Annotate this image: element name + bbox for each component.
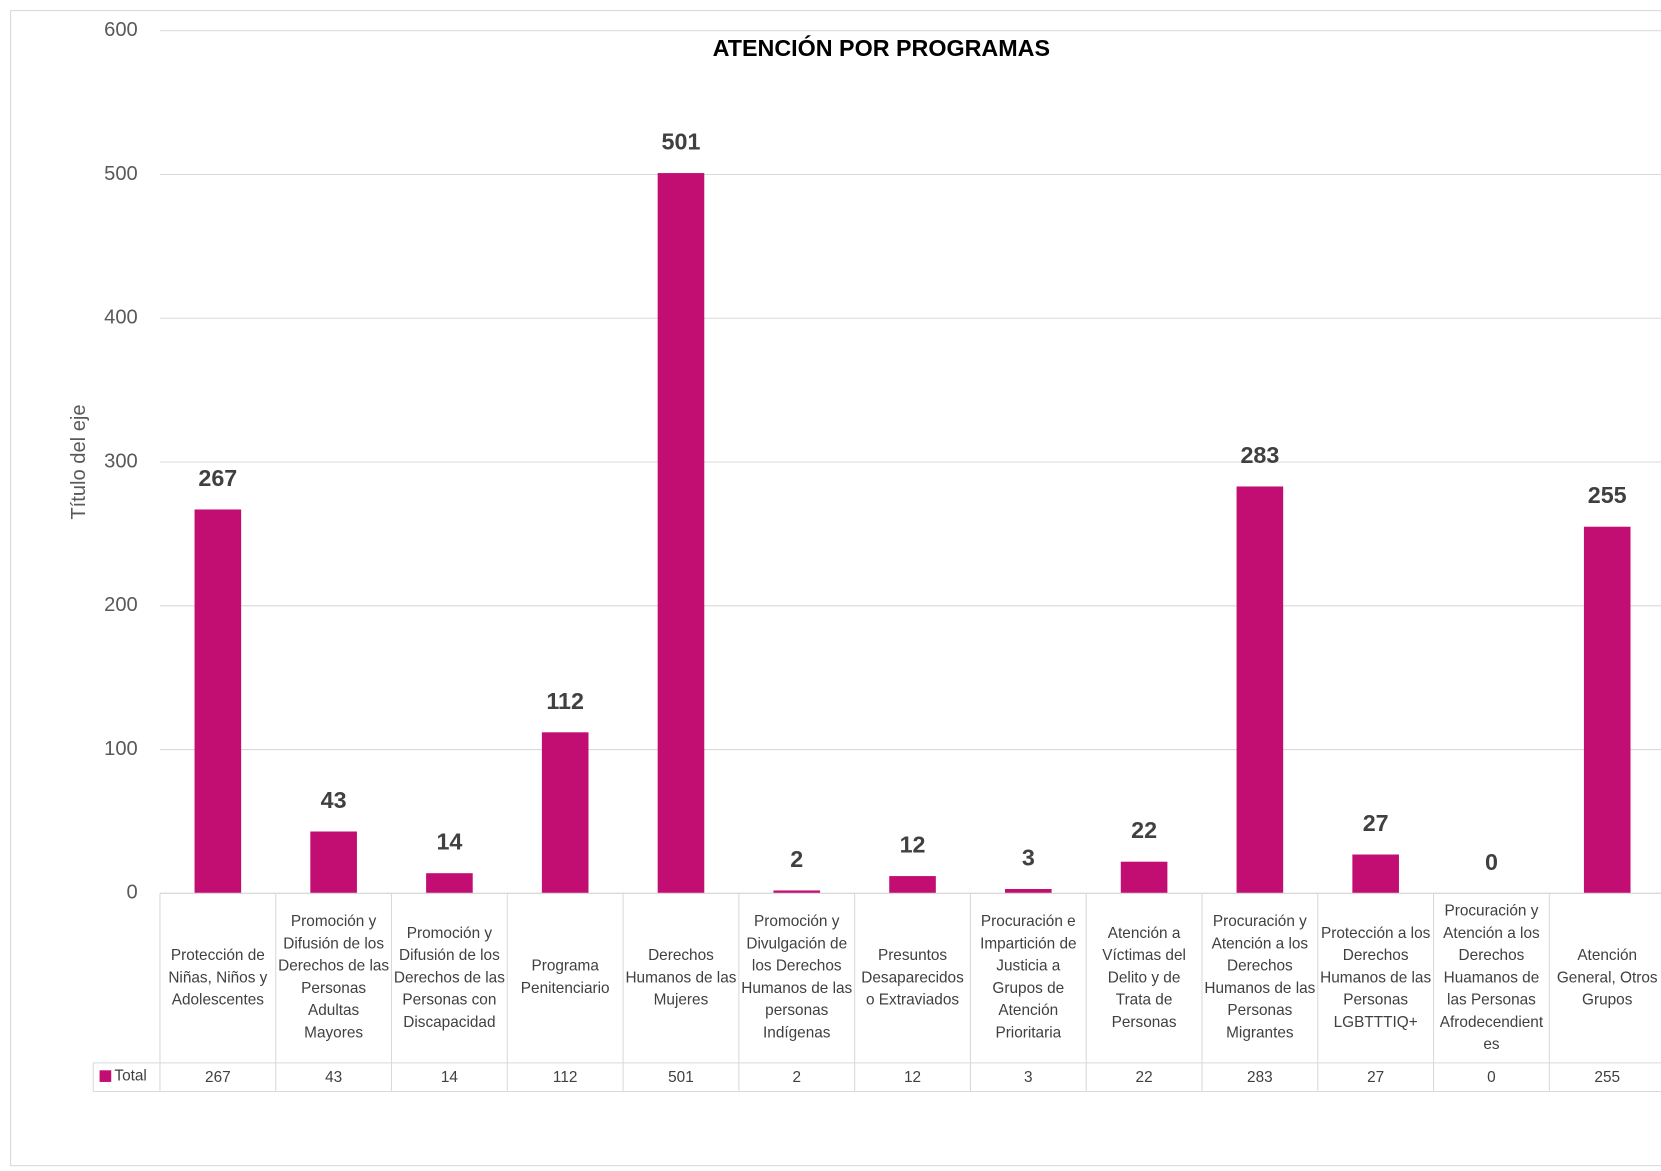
data-label: 22 <box>1131 817 1157 843</box>
bar <box>1583 526 1631 894</box>
data-label: 501 <box>662 129 701 155</box>
table-value: 112 <box>553 1069 577 1086</box>
y-tick-label: 400 <box>104 307 138 329</box>
y-tick-label: 500 <box>104 163 138 185</box>
x-tick-label: Protección a los Derechos Humanos de las… <box>1320 924 1432 1031</box>
bar <box>541 732 589 894</box>
x-tick-label: Programa Penitenciario <box>520 957 610 998</box>
bar <box>426 873 473 894</box>
x-tick-label: Procuración y Atención a los Derechos Hu… <box>1439 902 1544 1053</box>
bar <box>1120 861 1168 894</box>
data-label: 27 <box>1363 810 1389 836</box>
x-tick-label: Procuración e Impartición de Justicia a … <box>980 913 1077 1042</box>
table-value: 43 <box>325 1069 342 1086</box>
table-value: 2 <box>792 1069 801 1086</box>
chart-border <box>10 10 1661 1167</box>
x-tick-label: Promoción y Divulgación de los Derechos … <box>741 913 853 1042</box>
y-tick-label: 200 <box>104 594 138 616</box>
data-label: 43 <box>321 787 347 813</box>
table-value: 0 <box>1487 1069 1496 1086</box>
legend-swatch <box>99 1070 112 1082</box>
table-value: 255 <box>1594 1069 1620 1086</box>
table-value: 501 <box>668 1069 694 1086</box>
data-label: 2 <box>790 846 803 872</box>
table-value: 3 <box>1024 1069 1033 1086</box>
bar <box>1005 889 1052 894</box>
x-tick-label: Promoción y Difusión de los Derechos de … <box>393 924 505 1031</box>
data-label: 255 <box>1588 482 1627 508</box>
data-label: 283 <box>1240 442 1279 468</box>
data-label: 14 <box>436 829 462 855</box>
bar <box>773 890 821 894</box>
bar <box>1352 854 1399 894</box>
x-tick-label: Atención General, Otros Grupos <box>1556 946 1658 1009</box>
bar <box>310 831 357 894</box>
x-tick-label: Protección de Niñas, Niños y Adolescente… <box>168 946 268 1009</box>
table-value: 27 <box>1367 1069 1384 1086</box>
table-value: 267 <box>205 1069 231 1086</box>
table-value: 283 <box>1247 1069 1273 1086</box>
x-tick-label: Presuntos Desaparecidos o Extraviados <box>861 946 964 1009</box>
data-label: 112 <box>546 688 584 714</box>
bar <box>657 173 705 894</box>
y-tick-label: 0 <box>127 882 138 904</box>
data-label: 267 <box>198 465 237 491</box>
chart-title: ATENCIÓN POR PROGRAMAS <box>713 34 1050 61</box>
table-value: 22 <box>1136 1069 1153 1086</box>
y-tick-label: 300 <box>104 450 138 472</box>
data-label: 3 <box>1022 844 1035 870</box>
x-tick-label: Procuración y Atención a los Derechos Hu… <box>1204 913 1316 1042</box>
bar <box>889 876 936 894</box>
x-tick-label: Derechos Humanos de las Mujeres <box>625 946 737 1009</box>
legend-label: Total <box>114 1068 146 1085</box>
table-value: 12 <box>904 1069 921 1086</box>
data-label: 12 <box>900 832 926 858</box>
bar <box>194 509 242 894</box>
y-axis-title: Título del eje <box>68 404 90 519</box>
data-label: 0 <box>1485 849 1498 875</box>
table-value: 14 <box>441 1069 459 1086</box>
x-tick-label: Atención a Víctimas del Delito y de Trat… <box>1102 924 1186 1031</box>
bar <box>1236 486 1284 894</box>
y-tick-label: 100 <box>104 738 138 760</box>
y-tick-label: 600 <box>104 19 138 41</box>
x-tick-label: Promoción y Difusión de los Derechos de … <box>278 913 390 1042</box>
